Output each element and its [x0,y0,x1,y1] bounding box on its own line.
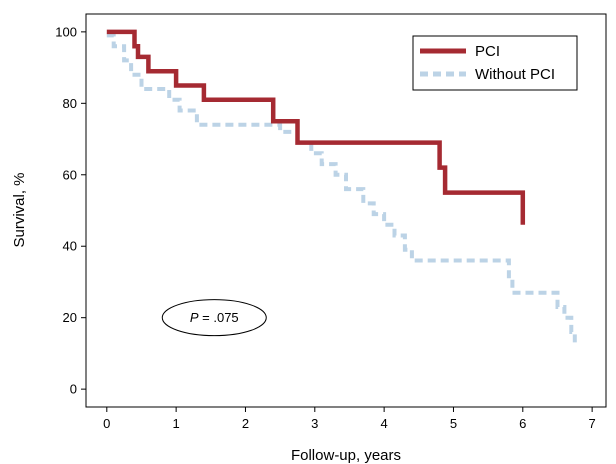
x-tick-label: 4 [381,416,388,431]
series-line-pci [106,29,526,225]
x-tick-label: 1 [173,416,180,431]
p-value-symbol: P [190,310,199,325]
x-axis-title: Follow-up, years [291,447,401,464]
p-value-ellipse [161,299,267,337]
x-tick-label: 3 [311,416,318,431]
series-line-without-pci [106,33,577,343]
legend: PCI Without PCI [412,35,578,91]
legend-label-without-pci: Without PCI [475,66,555,83]
p-value-text: P = .075 [190,310,239,325]
series-layer [106,29,577,343]
plot-frame [85,13,607,408]
y-axis: 0 20 40 60 80 100 [55,24,86,397]
p-value-annotation: P = .075 [161,299,267,337]
legend-box [412,35,578,91]
legend-label-pci: PCI [475,43,500,60]
x-tick-label: 5 [450,416,457,431]
y-tick-label: 0 [70,382,77,397]
x-tick-label: 0 [103,416,110,431]
p-value-number: = .075 [199,310,239,325]
x-tick-label: 2 [242,416,249,431]
y-tick-label: 80 [63,96,77,111]
y-tick-label: 60 [63,167,77,182]
x-tick-label: 6 [519,416,526,431]
x-tick-label: 7 [589,416,596,431]
y-tick-label: 20 [63,310,77,325]
y-tick-label: 100 [55,24,77,39]
y-axis-title: Survival, % [11,172,28,247]
y-tick-label: 40 [63,239,77,254]
x-axis: 0 1 2 3 4 5 6 7 [103,407,596,431]
